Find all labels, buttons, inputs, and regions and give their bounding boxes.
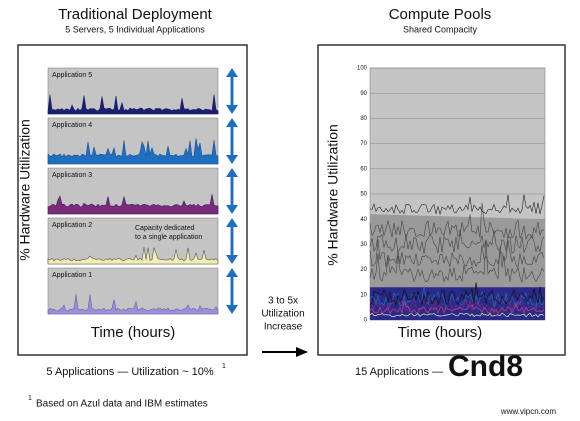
chart-label: Application 1 [52, 272, 92, 279]
capacity-arrow-head [226, 68, 238, 77]
arrow-label: Increase [264, 322, 303, 333]
footer-superscript: 1 [222, 363, 226, 370]
chart-label: Application 5 [52, 72, 92, 79]
footer-right: 15 Applications — [355, 366, 443, 378]
y-tick-label: 60 [360, 166, 367, 172]
left-y-label: % Hardware Utilization [17, 119, 33, 261]
pool-trace [369, 240, 545, 284]
y-tick-label: 50 [360, 192, 367, 198]
right-title: Compute Pools [389, 6, 492, 23]
y-tick-label: 90 [360, 91, 367, 97]
capacity-arrow-head [226, 155, 238, 164]
pool-trace [369, 239, 545, 268]
capacity-arrow-head [226, 168, 238, 177]
pool-trace [369, 282, 545, 306]
chart-label: Application 3 [52, 172, 92, 179]
footnote: Based on Azul data and IBM estimates [36, 399, 208, 410]
footnote-marker: 1 [28, 395, 32, 402]
pool-trace [369, 202, 545, 241]
y-tick-label: 20 [360, 267, 367, 273]
pool-trace [369, 229, 545, 254]
usage-trace [47, 246, 219, 265]
y-tick-label: 80 [360, 116, 367, 122]
right-x-label: Time (hours) [398, 324, 482, 341]
left-x-label: Time (hours) [91, 324, 175, 341]
right-subtitle: Shared Compacity [403, 24, 478, 34]
right-y-label: % Hardware Utilization [325, 124, 341, 266]
capacity-arrow-head [226, 105, 238, 114]
chart-label: Application 4 [52, 122, 92, 129]
left-subtitle: 5 Servers, 5 Individual Applications [65, 24, 205, 34]
capacity-arrow-head [226, 305, 238, 314]
y-tick-label: 30 [360, 242, 367, 248]
y-tick-label: 100 [357, 66, 368, 72]
capacity-arrow-head [226, 268, 238, 277]
arrow-head [296, 347, 308, 357]
usage-trace [47, 138, 219, 165]
pool-trace [369, 312, 545, 318]
annotation: Capacity dedicated [135, 225, 195, 232]
arrow-label: Utilization [261, 309, 304, 320]
y-tick-label: 40 [360, 217, 367, 223]
arrow-label: 3 to 5x [268, 296, 298, 307]
capacity-arrow-head [226, 205, 238, 214]
capacity-arrow-head [226, 255, 238, 264]
capacity-arrow-head [226, 118, 238, 127]
annotation: to a single application [135, 234, 202, 241]
usage-trace [47, 94, 219, 115]
footer-left: 5 Applications — Utilization ~ 10% [46, 366, 213, 378]
y-tick-label: 0 [364, 318, 368, 324]
y-tick-label: 10 [360, 292, 367, 298]
usage-trace [47, 294, 219, 315]
y-tick-label: 70 [360, 141, 367, 147]
chart-label: Application 2 [52, 222, 92, 229]
pool-trace [369, 194, 545, 216]
watermark-url: www.vipcn.com [500, 407, 556, 416]
pool-band [370, 214, 545, 290]
capacity-arrow-head [226, 218, 238, 227]
left-title: Traditional Deployment [58, 6, 213, 23]
watermark-logo: Cnd8 [448, 350, 523, 383]
usage-trace [47, 194, 219, 215]
pool-trace [369, 300, 545, 315]
